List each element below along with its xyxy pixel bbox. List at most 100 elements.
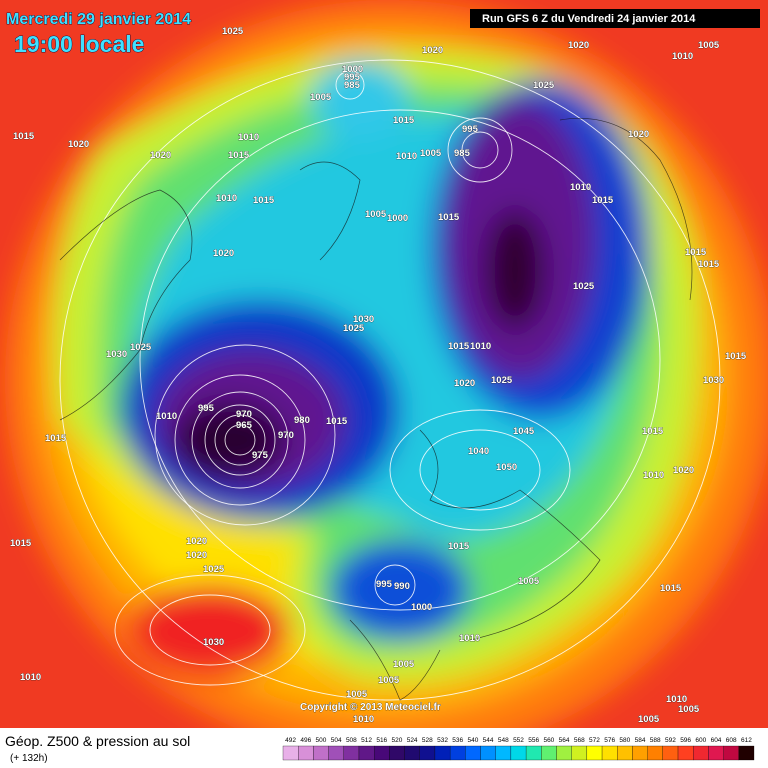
legend-cell bbox=[298, 745, 314, 761]
legend-cell bbox=[571, 745, 588, 761]
legend-cell bbox=[586, 745, 603, 761]
legend-cell bbox=[510, 745, 527, 761]
pressure-label: 1005 bbox=[638, 714, 660, 725]
legend-cell bbox=[282, 745, 299, 761]
legend-label: 608 bbox=[726, 737, 737, 744]
legend-label: 520 bbox=[392, 737, 403, 744]
time-title: 19:00 locale bbox=[14, 31, 144, 57]
pressure-label: 980 bbox=[294, 415, 310, 426]
legend-label: 564 bbox=[559, 737, 570, 744]
pressure-label: 1030 bbox=[106, 349, 127, 360]
pressure-label: 1025 bbox=[222, 26, 244, 37]
pressure-label: 1020 bbox=[568, 40, 589, 51]
legend-cell bbox=[374, 745, 390, 761]
pressure-label: 1005 bbox=[365, 209, 387, 220]
pressure-label: 1010 bbox=[238, 132, 259, 143]
legend-cell bbox=[495, 745, 512, 761]
legend-cell bbox=[632, 745, 648, 761]
legend-cell bbox=[419, 745, 436, 761]
pressure-label: 1040 bbox=[468, 446, 489, 457]
coastlines bbox=[59, 117, 693, 701]
legend-label: 500 bbox=[316, 737, 327, 744]
pressure-label: 1015 bbox=[13, 131, 35, 142]
legend-label: 552 bbox=[513, 737, 524, 744]
footer-title: Géop. Z500 & pression au sol bbox=[5, 733, 190, 749]
legend-label: 588 bbox=[650, 737, 661, 744]
pressure-label: 1025 bbox=[343, 323, 365, 334]
pressure-label: 1025 bbox=[533, 80, 555, 91]
pressure-label: 1010 bbox=[643, 470, 664, 481]
legend-label: 536 bbox=[452, 737, 463, 744]
pressure-label: 1020 bbox=[186, 550, 207, 561]
pressure-label: 1045 bbox=[513, 426, 535, 437]
run-info: Run GFS 6 Z du Vendredi 24 janvier 2014 bbox=[482, 13, 696, 25]
legend-cell bbox=[525, 745, 542, 761]
pressure-label: 1010 bbox=[459, 633, 480, 644]
legend-cell bbox=[693, 745, 709, 761]
legend: 492 496 500 504 508 512 516 520 524 528 532 536 540 5… bbox=[282, 737, 755, 761]
pressure-label: 1020 bbox=[454, 378, 475, 389]
pressure-label: 1015 bbox=[685, 247, 707, 258]
pressure-label: 1005 bbox=[310, 92, 332, 103]
legend-cell bbox=[328, 745, 344, 761]
pressure-label: 990 bbox=[394, 581, 410, 592]
legend-cell bbox=[617, 745, 633, 761]
legend-label: 600 bbox=[695, 737, 706, 744]
pressure-label: 1015 bbox=[642, 426, 664, 437]
pressure-label: 985 bbox=[454, 148, 471, 159]
legend-label: 596 bbox=[680, 737, 691, 744]
legend-cell bbox=[662, 745, 679, 761]
pressure-label: 1005 bbox=[393, 659, 415, 670]
pressure-label: 970 bbox=[236, 409, 252, 420]
pressure-label: 1010 bbox=[353, 714, 374, 725]
pressure-label: 1010 bbox=[672, 51, 693, 62]
pressure-label: 1015 bbox=[326, 416, 348, 427]
legend-label: 496 bbox=[300, 737, 311, 744]
legend-cell bbox=[343, 745, 360, 761]
legend-label: 604 bbox=[711, 737, 722, 744]
legend-label: 612 bbox=[741, 737, 752, 744]
legend-cell bbox=[404, 745, 420, 761]
run-box bbox=[470, 9, 760, 28]
pressure-label: 1015 bbox=[10, 538, 32, 549]
legend-label: 548 bbox=[498, 737, 509, 744]
legend-label: 568 bbox=[574, 737, 585, 744]
legend-cell bbox=[434, 745, 451, 761]
pressure-label: 1010 bbox=[570, 182, 591, 193]
pressure-label: 995 bbox=[198, 403, 215, 414]
legend-cell bbox=[541, 745, 557, 761]
legend-cell bbox=[708, 745, 724, 761]
pressure-label: 1005 bbox=[346, 689, 368, 700]
pressure-label: 1000 bbox=[342, 64, 363, 75]
legend-cell bbox=[677, 745, 694, 761]
pressure-label: 965 bbox=[236, 420, 253, 431]
pressure-label: 1015 bbox=[660, 583, 682, 594]
pressure-label: 975 bbox=[252, 450, 269, 461]
legend-cell bbox=[647, 745, 663, 761]
legend-cell bbox=[449, 745, 466, 761]
legend-label: 540 bbox=[467, 737, 478, 744]
pressure-label: 1015 bbox=[393, 115, 415, 126]
legend-label: 512 bbox=[361, 737, 372, 744]
pressure-label: 995 bbox=[462, 124, 479, 135]
pressure-label: 1005 bbox=[698, 40, 720, 51]
pressure-label: 1000 bbox=[387, 213, 408, 224]
pressure-label: 1025 bbox=[203, 564, 225, 575]
pressure-label: 1010 bbox=[20, 672, 41, 683]
legend-label: 584 bbox=[635, 737, 646, 744]
legend-label: 492 bbox=[285, 737, 296, 744]
pressure-label: 995 bbox=[344, 72, 361, 83]
pressure-label: 1020 bbox=[213, 248, 234, 259]
legend-cell bbox=[358, 745, 375, 761]
pressure-label: 1000 bbox=[411, 602, 432, 613]
legend-cell bbox=[313, 745, 329, 761]
legend-label: 524 bbox=[407, 737, 418, 744]
pressure-label: 1005 bbox=[518, 576, 540, 587]
date-title: Mercredi 29 janvier 2014 bbox=[6, 11, 191, 28]
pressure-label: 1020 bbox=[150, 150, 171, 161]
pressure-label: 1030 bbox=[703, 375, 724, 386]
pressure-label: 1015 bbox=[448, 341, 470, 352]
